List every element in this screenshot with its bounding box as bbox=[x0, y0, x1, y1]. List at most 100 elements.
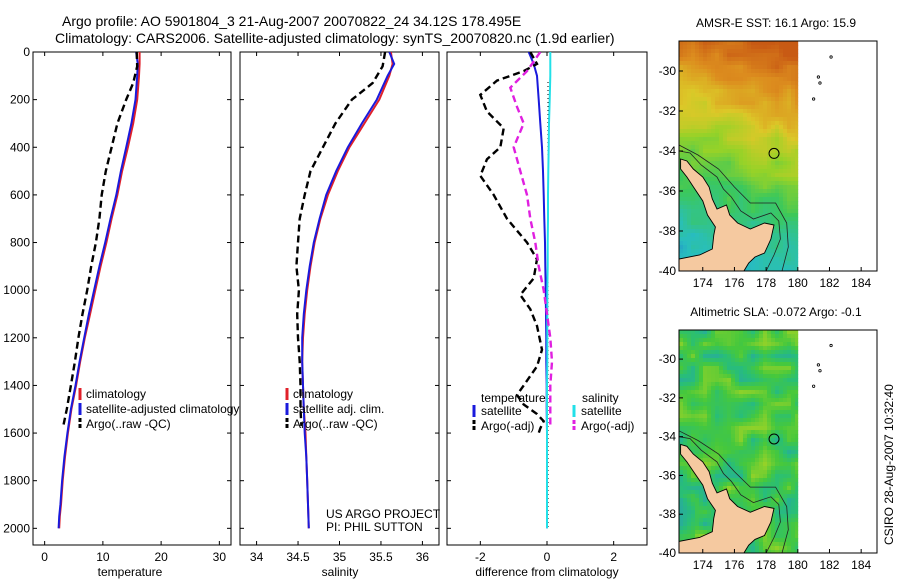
sla_map-cell bbox=[775, 374, 780, 379]
sst_map-cell bbox=[767, 189, 772, 194]
sla_map-cell bbox=[715, 362, 720, 367]
sla_map-cell bbox=[735, 498, 740, 503]
sla_map-cell bbox=[687, 334, 692, 339]
sst_map-cell bbox=[759, 61, 764, 66]
sla_map-cell bbox=[791, 398, 796, 403]
sst_map-cell bbox=[679, 209, 684, 214]
sla_map-cell bbox=[699, 334, 704, 339]
sst_map-cell bbox=[707, 237, 712, 242]
sla_map-cell bbox=[695, 410, 700, 415]
sst_map-cell bbox=[739, 141, 744, 146]
sst_map-cell bbox=[779, 109, 784, 114]
sla_map-cell bbox=[691, 374, 696, 379]
sst_map-cell bbox=[715, 153, 720, 158]
sla_map-cell bbox=[691, 506, 696, 511]
sla_map-cell bbox=[735, 462, 740, 467]
sst_map-cell bbox=[763, 57, 768, 62]
depth-tick-label: 2000 bbox=[3, 521, 30, 535]
sst_map-cell bbox=[715, 189, 720, 194]
difference-legend-header-salinity: salinity bbox=[582, 391, 619, 405]
sst_map-cell bbox=[679, 169, 684, 174]
difference-legend-label: satellite bbox=[481, 404, 522, 418]
sla_map-cell bbox=[783, 506, 788, 511]
sla_map-cell bbox=[739, 470, 744, 475]
sla_map-cell bbox=[779, 466, 784, 471]
sst_map-cell bbox=[723, 169, 728, 174]
sla_map-cell bbox=[727, 358, 732, 363]
sla_map-ytick-label: -38 bbox=[659, 507, 677, 521]
sla_map-cell bbox=[763, 542, 768, 547]
sst_map-cell bbox=[743, 185, 748, 190]
sst_map-cell bbox=[743, 57, 748, 62]
sst_map-cell bbox=[759, 157, 764, 162]
sla_map-cell bbox=[743, 374, 748, 379]
sla_map-cell bbox=[783, 546, 788, 551]
sla_map-cell bbox=[703, 410, 708, 415]
sst_map-cell bbox=[731, 61, 736, 66]
sla_map-cell bbox=[695, 518, 700, 523]
sla_map-cell bbox=[791, 338, 796, 343]
sla_map-cell bbox=[787, 534, 792, 539]
sla_map-cell bbox=[763, 366, 768, 371]
sst_map-cell bbox=[795, 73, 799, 78]
sla_map-xtick-label: 176 bbox=[724, 558, 744, 572]
sst_map-cell bbox=[691, 193, 696, 198]
sla_map-cell bbox=[711, 458, 716, 463]
sla_map-cell bbox=[711, 374, 716, 379]
sla_map-cell bbox=[747, 506, 752, 511]
sst_map-cell bbox=[683, 241, 688, 246]
sst_map-cell bbox=[695, 249, 700, 254]
sst_map-cell bbox=[747, 93, 752, 98]
sla_map-cell bbox=[683, 382, 688, 387]
sla_map-cell bbox=[775, 498, 780, 503]
sla_map-cell bbox=[755, 546, 760, 551]
sla_map-cell bbox=[751, 390, 756, 395]
sla_map-cell bbox=[691, 402, 696, 407]
sla_map-cell bbox=[679, 538, 684, 543]
sst_map-cell bbox=[755, 57, 760, 62]
sst_map-cell bbox=[771, 177, 776, 182]
sst_map-cell bbox=[739, 197, 744, 202]
sla_map-cell bbox=[795, 390, 799, 395]
sla_map-cell bbox=[787, 522, 792, 527]
sst_map-cell bbox=[755, 153, 760, 158]
sla_map-cell bbox=[755, 542, 760, 547]
sla_map-cell bbox=[759, 402, 764, 407]
sst_map-cell bbox=[703, 45, 708, 50]
sla_map-cell bbox=[795, 434, 799, 439]
sst_map-cell bbox=[723, 177, 728, 182]
sla_map-cell bbox=[687, 426, 692, 431]
sla_map-cell bbox=[795, 466, 799, 471]
sla_map-cell bbox=[771, 358, 776, 363]
sst_map-cell bbox=[699, 69, 704, 74]
sst_map-cell bbox=[787, 205, 792, 210]
sla_map-cell bbox=[679, 522, 684, 527]
sst_map-cell bbox=[767, 169, 772, 174]
sst_map-cell bbox=[687, 109, 692, 114]
sst_map-cell bbox=[711, 81, 716, 86]
sst_map-cell bbox=[699, 245, 704, 250]
sla_map-cell bbox=[735, 406, 740, 411]
sla_map-cell bbox=[731, 374, 736, 379]
sla_map-cell bbox=[679, 346, 684, 351]
sst_map-cell bbox=[699, 105, 704, 110]
sst_map-cell bbox=[715, 145, 720, 150]
sst_map-cell bbox=[759, 193, 764, 198]
sla_map-cell bbox=[795, 446, 799, 451]
sst_map-cell bbox=[707, 65, 712, 70]
sst_map-cell bbox=[699, 233, 704, 238]
sla_map-cell bbox=[699, 410, 704, 415]
sst_map-cell bbox=[787, 161, 792, 166]
sst_map-cell bbox=[699, 249, 704, 254]
sst_map-cell bbox=[735, 153, 740, 158]
sla_map-cell bbox=[715, 378, 720, 383]
sla_map-cell bbox=[767, 546, 772, 551]
sst_map-cell bbox=[695, 229, 700, 234]
sla_map-cell bbox=[791, 358, 796, 363]
sst_map-cell bbox=[711, 133, 716, 138]
sla_map-cell bbox=[755, 442, 760, 447]
sst_map-cell bbox=[691, 241, 696, 246]
sla_map-cell bbox=[699, 422, 704, 427]
sst_map-cell bbox=[779, 117, 784, 122]
sst_map-cell bbox=[683, 229, 688, 234]
